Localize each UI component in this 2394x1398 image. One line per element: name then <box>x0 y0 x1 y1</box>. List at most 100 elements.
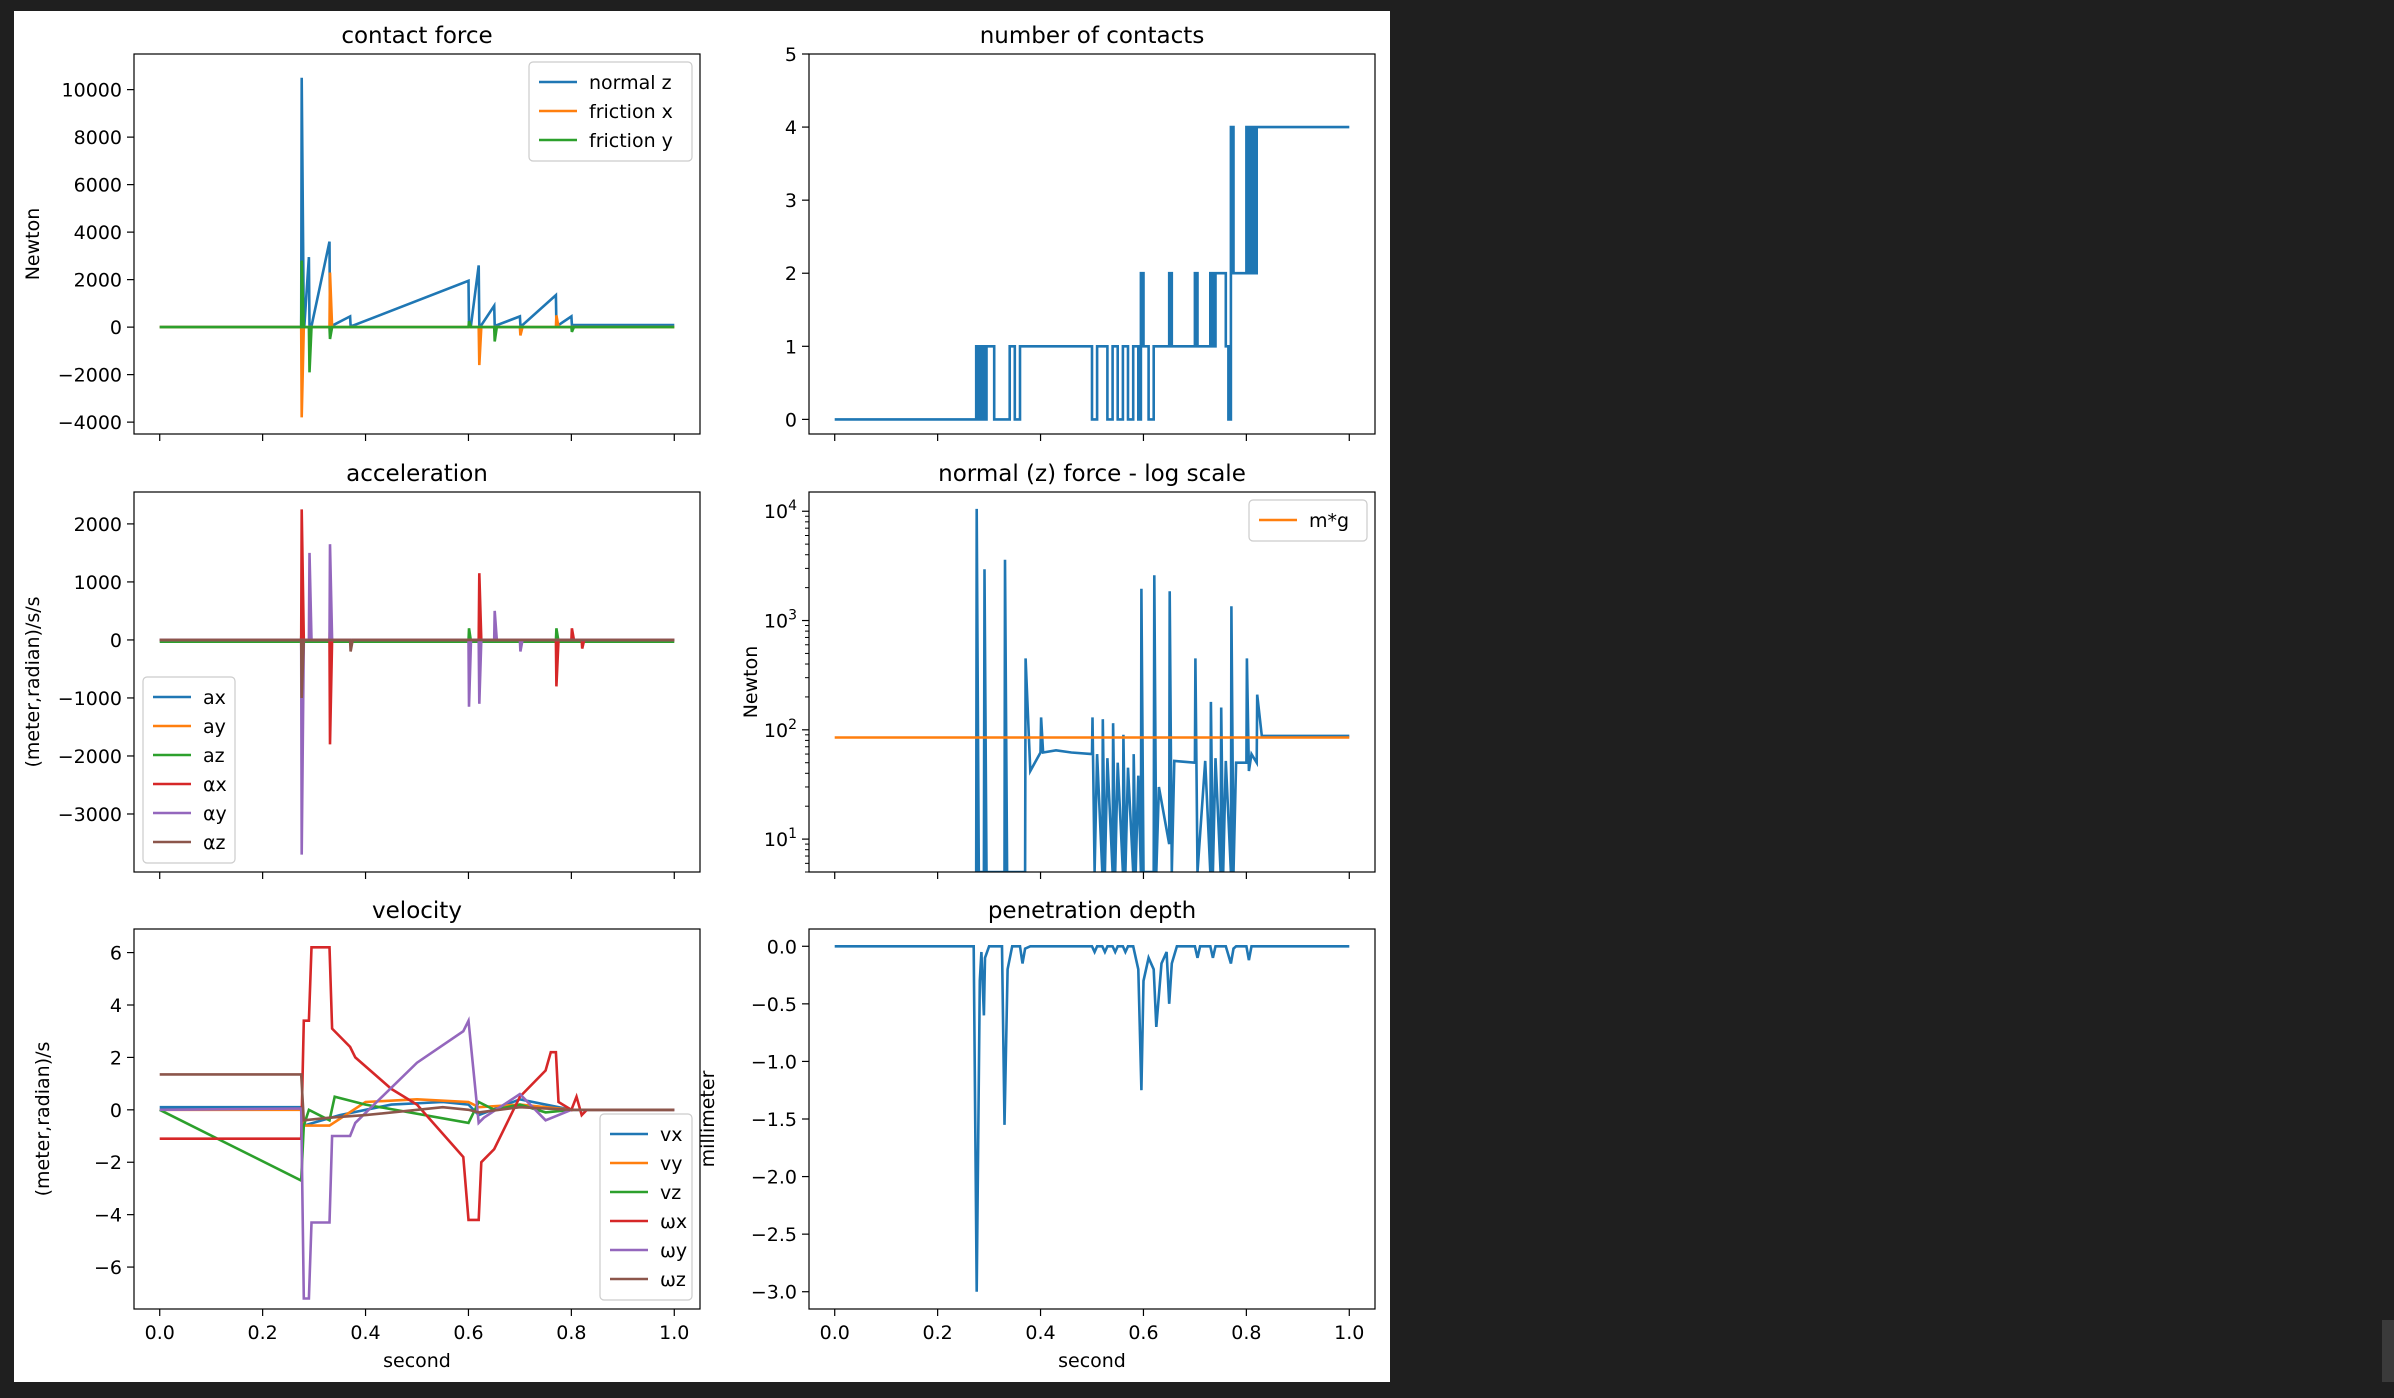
acceleration-ytick-label-0: −3000 <box>58 804 122 826</box>
penetration-depth-title: penetration depth <box>988 898 1196 924</box>
acceleration-series-0 <box>159 616 675 642</box>
penetration-depth-ytick-label-2: −2.0 <box>751 1167 797 1189</box>
number-of-contacts-ytick-label-1: 1 <box>785 336 797 358</box>
normal-force-log-legend-label-1: m*g <box>1309 510 1349 532</box>
velocity-frame <box>133 928 701 1310</box>
penetration-depth-ylabel: millimeter <box>697 1070 719 1167</box>
velocity-ylabel: (meter,radian)/s <box>32 1042 54 1197</box>
velocity-plot-area <box>159 945 675 1300</box>
acceleration-series-4 <box>159 544 675 855</box>
normal-force-log-legend: m*g <box>1248 499 1368 542</box>
scrollbar-thumb[interactable] <box>2382 1320 2394 1382</box>
velocity-legend-label-1: vy <box>660 1153 683 1175</box>
penetration-depth-ytick-label-3: −1.5 <box>751 1109 797 1131</box>
acceleration-legend-box <box>142 676 236 864</box>
contact-force-legend-label-2: friction y <box>589 130 673 152</box>
acceleration-series-3 <box>159 509 675 745</box>
figure-canvas: contact force −4000 −2000 0 2000 4000 6000 8000… <box>14 11 1390 1382</box>
number-of-contacts-ytick-label-3: 3 <box>785 190 797 212</box>
acceleration-legend-label-0: ax <box>203 687 226 709</box>
acceleration-ytick-label-1: −2000 <box>58 746 122 768</box>
velocity-xtick-label-3: 0.6 <box>453 1322 483 1344</box>
contact-force-ytick-label-3: 2000 <box>74 270 122 292</box>
contact-force-ytick-label-2: 0 <box>110 317 122 339</box>
velocity-series-3 <box>159 945 675 1222</box>
acceleration-legend-label-4: αy <box>203 803 227 825</box>
contact-force-ytick-label-0: −4000 <box>58 412 122 434</box>
velocity-ytick-label-1: −4 <box>94 1205 122 1227</box>
number-of-contacts-ytick-label-5: 5 <box>785 44 797 66</box>
contact-force-ytick-label-4: 4000 <box>74 222 122 244</box>
penetration-depth-xtick-label-3: 0.6 <box>1128 1322 1158 1344</box>
acceleration-legend-label-1: ay <box>203 716 226 738</box>
contact-force-ytick-label-6: 8000 <box>74 127 122 149</box>
number-of-contacts-ytick-label-2: 2 <box>785 263 797 285</box>
velocity-xtick-label-2: 0.4 <box>350 1322 380 1344</box>
normal-force-log-title: normal (z) force - log scale <box>938 461 1246 487</box>
contact-force-legend-label-1: friction x <box>589 101 673 123</box>
velocity-xtick-label-1: 0.2 <box>248 1322 278 1344</box>
number-of-contacts-ytick-label-0: 0 <box>785 409 797 431</box>
penetration-depth-xtick-label-1: 0.2 <box>923 1322 953 1344</box>
penetration-depth-frame <box>808 928 1376 1310</box>
velocity-legend-label-5: ωz <box>660 1269 686 1291</box>
acceleration-frame <box>133 491 701 873</box>
velocity-series-5 <box>159 1073 675 1122</box>
velocity-series-2 <box>159 1095 675 1183</box>
number-of-contacts-plot-area <box>834 125 1350 421</box>
contact-force-title: contact force <box>341 23 492 49</box>
acceleration-series-5 <box>159 638 675 699</box>
acceleration-ytick-label-2: −1000 <box>58 688 122 710</box>
figure-svg: contact force−4000−200002000400060008000… <box>22 23 1376 1372</box>
normal-force-log-ytick-label-0: 101 <box>764 826 797 851</box>
number-of-contacts-frame <box>808 53 1376 435</box>
contact-force-series-1 <box>159 272 675 418</box>
normal-force-log-ylabel: Newton <box>740 646 762 719</box>
contact-force-plot-area <box>159 77 675 418</box>
acceleration-ytick-label-4: 1000 <box>74 572 122 594</box>
acceleration-plot-area <box>159 509 675 855</box>
penetration-depth-xtick-label-4: 0.8 <box>1231 1322 1261 1344</box>
velocity-ytick-label-2: −2 <box>94 1152 122 1174</box>
normal-force-log-ytick-label-3: 104 <box>764 498 797 523</box>
penetration-depth-xtick-label-0: 0.0 <box>820 1322 850 1344</box>
contact-force-ylabel: Newton <box>22 208 44 281</box>
penetration-depth-xlabel: second <box>1058 1350 1126 1372</box>
normal-force-log-plot-area <box>834 508 1350 872</box>
number-of-contacts-series-0 <box>834 125 1350 421</box>
acceleration-ytick-label-5: 2000 <box>74 514 122 536</box>
velocity-ytick-label-0: −6 <box>94 1257 122 1279</box>
contact-force-legend: normal z friction x friction y <box>528 61 693 162</box>
velocity-legend-label-4: ωy <box>660 1240 687 1262</box>
velocity-legend-label-2: vz <box>660 1182 681 1204</box>
acceleration-ytick-label-3: 0 <box>110 630 122 652</box>
velocity-axes: velocity 0.0 0.2 0.4 0.6 0.8 1.0 −6 −4 −2 0 2 4 6 (met… <box>32 898 701 1372</box>
velocity-ytick-label-6: 6 <box>110 943 122 965</box>
velocity-xtick-label-4: 0.8 <box>556 1322 586 1344</box>
velocity-xlabel: second <box>383 1350 451 1372</box>
velocity-xtick-label-0: 0.0 <box>145 1322 175 1344</box>
penetration-depth-ytick-label-6: 0.0 <box>767 936 797 958</box>
acceleration-legend-label-2: az <box>203 745 225 767</box>
number-of-contacts-title: number of contacts <box>980 23 1205 49</box>
penetration-depth-plot-area <box>834 944 1350 1292</box>
normal-force-log-ytick-label-2: 103 <box>764 608 797 633</box>
acceleration-axes: acceleration −3000 −2000 −1000 0 1000 2000 (met… <box>22 461 701 879</box>
penetration-depth-ytick-label-1: −2.5 <box>751 1224 797 1246</box>
velocity-legend: vx vy vz ωx ωy ωz <box>599 1113 693 1301</box>
velocity-ytick-label-5: 4 <box>110 995 122 1017</box>
number-of-contacts-ytick-label-4: 4 <box>785 117 797 139</box>
normal-force-log-series-0 <box>974 508 1350 872</box>
velocity-ytick-label-3: 0 <box>110 1100 122 1122</box>
contact-force-series-2 <box>159 260 675 373</box>
contact-force-legend-label-0: normal z <box>589 72 672 94</box>
velocity-legend-label-0: vx <box>660 1124 683 1146</box>
contact-force-ytick-label-1: −2000 <box>58 365 122 387</box>
penetration-depth-series-0 <box>834 944 1350 1292</box>
penetration-depth-ytick-label-0: −3.0 <box>751 1282 797 1304</box>
velocity-legend-box <box>599 1113 693 1301</box>
acceleration-legend-label-3: αx <box>203 774 227 796</box>
acceleration-ylabel: (meter,radian)/s/s <box>22 596 44 767</box>
contact-force-ytick-label-5: 6000 <box>74 175 122 197</box>
normal-force-log-ytick-label-1: 102 <box>764 717 797 742</box>
